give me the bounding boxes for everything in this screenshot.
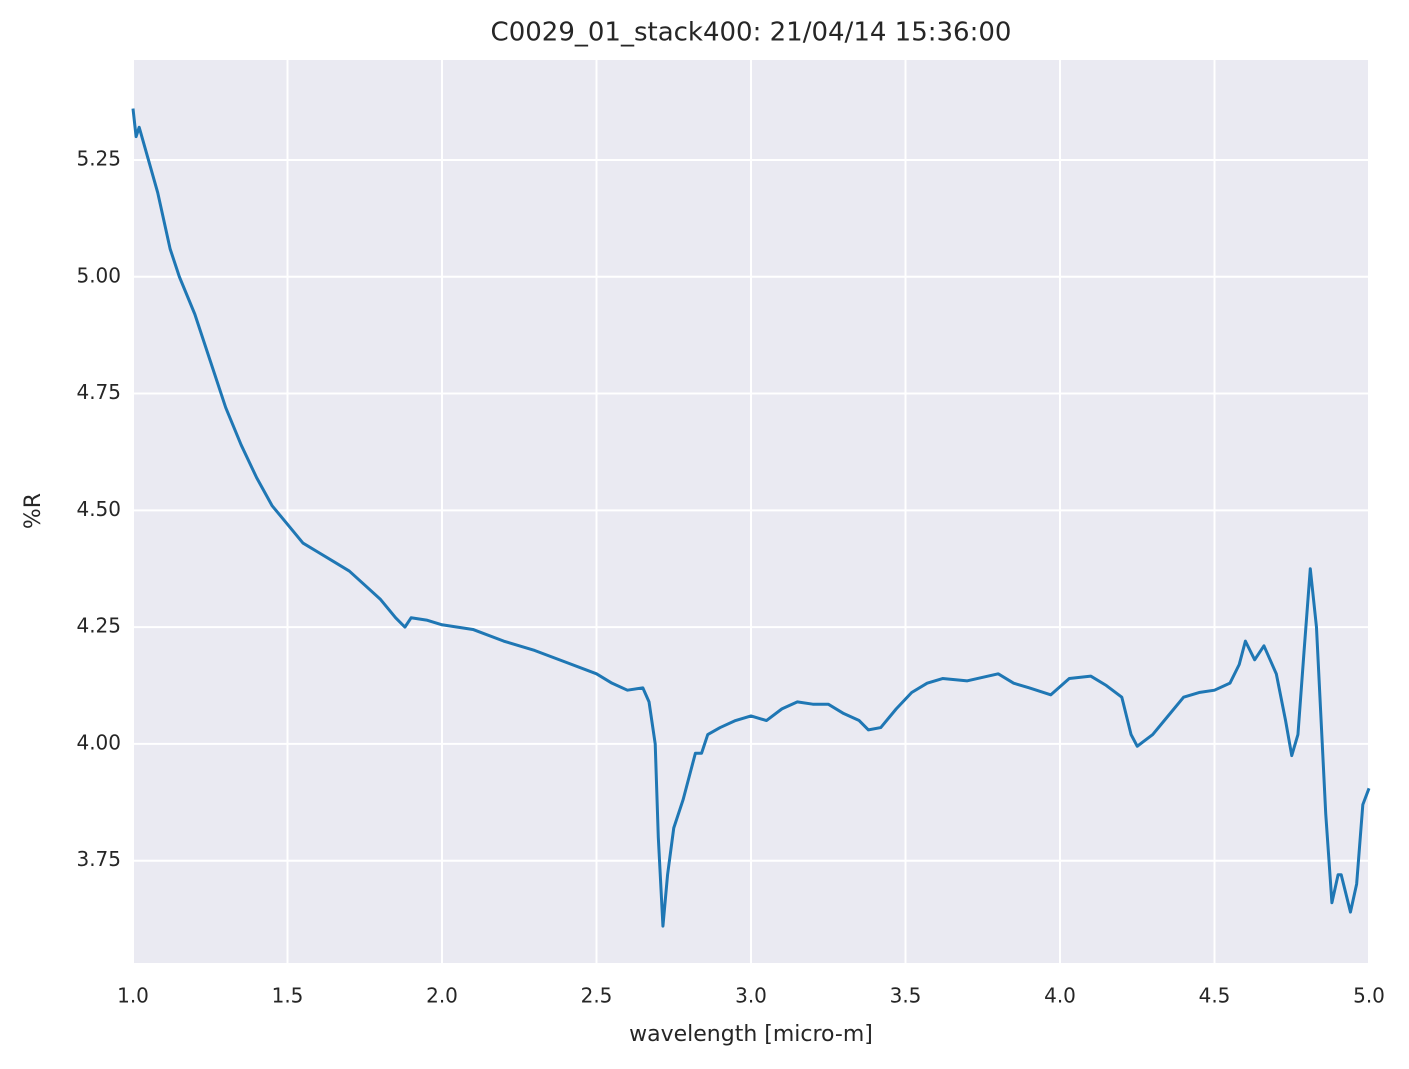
y-tick-label: 4.25 bbox=[76, 614, 121, 638]
x-tick-label: 1.0 bbox=[117, 984, 149, 1008]
y-tick-label: 4.75 bbox=[76, 380, 121, 404]
data-line bbox=[131, 108, 1371, 928]
y-tick-label: 4.00 bbox=[76, 730, 121, 754]
chart-title: C0029_01_stack400: 21/04/14 15:36:00 bbox=[491, 18, 1012, 48]
x-tick-label: 5.0 bbox=[1353, 984, 1385, 1008]
x-tick-label: 2.5 bbox=[581, 984, 613, 1008]
y-tick-label: 4.50 bbox=[76, 497, 121, 521]
y-tick-label: 5.25 bbox=[76, 146, 121, 170]
x-axis-label: wavelength [micro-m] bbox=[629, 1022, 873, 1047]
y-tick-label: 3.75 bbox=[76, 847, 121, 871]
x-tick-label: 4.5 bbox=[1199, 984, 1231, 1008]
x-tick-label: 4.0 bbox=[1044, 984, 1076, 1008]
y-axis-label: %R bbox=[21, 493, 46, 529]
y-tick-label: 5.00 bbox=[76, 263, 121, 287]
x-tick-label: 3.0 bbox=[735, 984, 767, 1008]
x-tick-label: 3.5 bbox=[890, 984, 922, 1008]
x-tick-label: 2.0 bbox=[426, 984, 458, 1008]
x-tick-label: 1.5 bbox=[272, 984, 304, 1008]
